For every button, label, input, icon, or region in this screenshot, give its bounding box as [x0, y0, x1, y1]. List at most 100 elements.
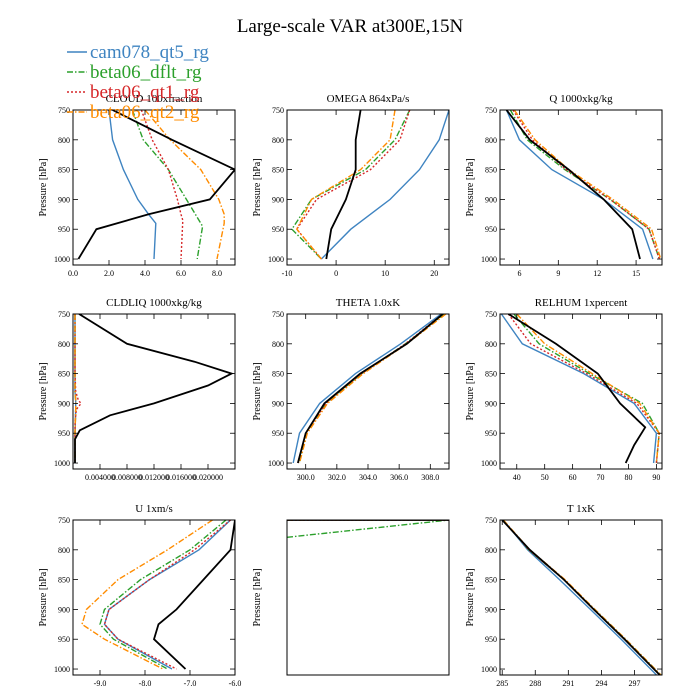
panel-title: CLDLIQ 1000xkg/kg [106, 297, 202, 309]
series-line-1 [292, 314, 442, 464]
figure-title: Large-scale VAR at300E,15N [237, 16, 464, 37]
y-axis-label: Pressure [hPa] [465, 362, 476, 420]
x-tick-label: -8.0 [139, 679, 152, 688]
series-line-1 [320, 110, 449, 260]
panel-title: OMEGA 864xPa/s [327, 93, 410, 105]
series-line-4 [81, 520, 213, 670]
y-axis-label: Pressure [hPa] [465, 568, 476, 626]
series-line-5 [152, 520, 235, 670]
series-line-1 [103, 520, 231, 670]
y-tick-label: 850 [485, 166, 497, 175]
y-tick-label: 950 [485, 429, 497, 438]
legend-label: beta06_qt1_rg [90, 82, 200, 103]
legend-item-4: beta06_qt2_rg [67, 102, 200, 123]
y-tick-label: 900 [485, 195, 497, 204]
panel-2: OMEGA 864xPa/s 750 800 850 900 950 1000 -10 0 10 2… [252, 93, 450, 278]
panel-8: Pressure [hPa] [252, 519, 450, 676]
series-line-4 [295, 110, 396, 260]
legend-item-1: cam078_qt5_rg [67, 42, 209, 63]
plot-frame [72, 109, 236, 266]
y-tick-label: 1000 [481, 665, 497, 674]
y-tick-label: 750 [272, 310, 284, 319]
y-tick-label: 950 [58, 225, 70, 234]
series-line-1 [108, 110, 157, 260]
panel-5: THETA 1.0xK 750 800 850 900 950 1000 300.0 302.0… [252, 297, 450, 482]
x-tick-label: 2.0 [104, 269, 114, 278]
series-line-2 [287, 520, 449, 538]
y-tick-label: 750 [272, 106, 284, 115]
y-axis-label: Pressure [hPa] [252, 362, 263, 420]
y-axis-label: Pressure [hPa] [38, 158, 49, 216]
panel-title: RELHUM 1xpercent [535, 297, 628, 309]
plot-frame [499, 519, 663, 676]
plot-frame [72, 313, 236, 470]
x-tick-label: 90 [652, 473, 660, 482]
y-tick-label: 750 [58, 106, 70, 115]
plot-frame [72, 519, 236, 676]
series-line-2 [131, 110, 204, 260]
legend-label: cam078_qt5_rg [90, 42, 209, 63]
series-line-3 [507, 314, 660, 464]
series-line-2 [291, 110, 411, 260]
x-tick-label: 0.008000 [112, 473, 142, 482]
x-tick-label: 10 [381, 269, 389, 278]
y-tick-label: 750 [485, 310, 497, 319]
panel-title: Q 1000xkg/kg [549, 93, 613, 105]
y-axis-label: Pressure [hPa] [38, 568, 49, 626]
y-tick-label: 1000 [54, 459, 70, 468]
panel-6: RELHUM 1xpercent 750 800 850 900 950 1000 40 50 6… [465, 297, 663, 482]
legend-item-3: beta06_qt1_rg [67, 82, 200, 103]
y-tick-label: 950 [272, 225, 284, 234]
series-line-1 [502, 520, 657, 675]
series-line-5 [507, 314, 647, 464]
y-axis-label: Pressure [hPa] [38, 362, 49, 420]
x-tick-label: 6.0 [176, 269, 186, 278]
series-line-2 [298, 314, 445, 464]
panel-title: CLOUD 100xfraction [106, 93, 203, 105]
y-tick-label: 800 [58, 340, 70, 349]
series-line-5 [74, 314, 234, 463]
series-line-4 [74, 314, 77, 463]
y-tick-label: 900 [485, 399, 497, 408]
x-tick-label: -7.0 [184, 679, 197, 688]
y-tick-label: 850 [58, 166, 70, 175]
y-tick-label: 950 [485, 635, 497, 644]
x-tick-label: 12 [593, 269, 601, 278]
plot-frame [286, 109, 450, 266]
legend-item-2: beta06_dflt_rg [67, 62, 202, 83]
y-tick-label: 1000 [268, 255, 284, 264]
x-tick-label: 306.0 [390, 473, 408, 482]
plot-frame [286, 313, 450, 470]
series-line-5 [505, 110, 641, 260]
y-tick-label: 1000 [54, 255, 70, 264]
y-tick-label: 850 [272, 166, 284, 175]
y-tick-label: 1000 [54, 665, 70, 674]
series-line-3 [512, 110, 661, 260]
panel-title: THETA 1.0xK [336, 297, 401, 309]
y-tick-label: 800 [485, 546, 497, 555]
y-tick-label: 800 [58, 546, 70, 555]
x-tick-label: 15 [632, 269, 640, 278]
series-line-4 [298, 314, 447, 464]
series-line-4 [513, 110, 662, 260]
y-tick-label: 800 [485, 136, 497, 145]
x-tick-label: 60 [569, 473, 577, 482]
y-tick-label: 900 [58, 399, 70, 408]
legend: cam078_qt5_rgbeta06_dflt_rgbeta06_qt1_rg… [67, 42, 209, 123]
x-tick-label: 9 [556, 269, 560, 278]
x-tick-label: 0.020000 [193, 473, 223, 482]
y-tick-label: 1000 [268, 459, 284, 468]
y-tick-label: 800 [272, 136, 284, 145]
panel-grid: CLOUD 100xfraction 750 800 850 900 950 1000 0.0… [38, 93, 663, 688]
y-axis-label: Pressure [hPa] [465, 158, 476, 216]
series-line-3 [140, 110, 184, 260]
y-tick-label: 850 [58, 576, 70, 585]
y-tick-label: 750 [58, 516, 70, 525]
series-line-1 [505, 110, 654, 260]
x-tick-label: -9.0 [94, 679, 107, 688]
series-line-1 [500, 314, 658, 464]
legend-label: beta06_qt2_rg [90, 102, 200, 123]
series-line-3 [295, 110, 411, 260]
y-tick-label: 900 [272, 195, 284, 204]
y-tick-label: 1000 [481, 255, 497, 264]
